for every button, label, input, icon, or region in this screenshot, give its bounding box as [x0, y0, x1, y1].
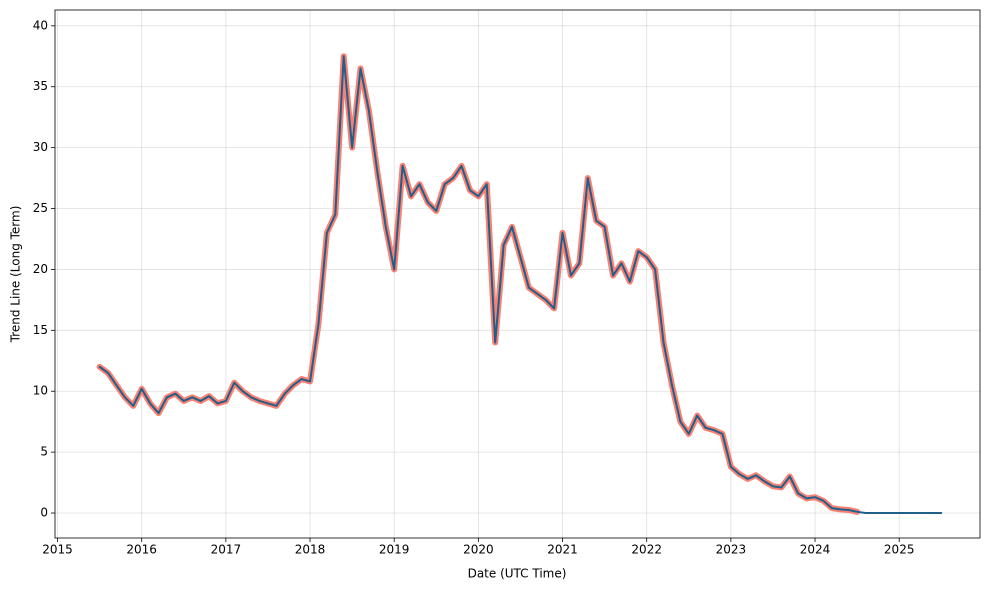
x-axis-label: Date (UTC Time)	[468, 567, 567, 581]
x-tick-label: 2017	[211, 543, 242, 557]
x-tick-label: 2019	[379, 543, 410, 557]
x-tick-label: 2020	[463, 543, 494, 557]
x-tick-label: 2015	[42, 543, 73, 557]
y-tick-label: 35	[33, 79, 48, 93]
y-tick-label: 30	[33, 140, 48, 154]
x-tick-label: 2016	[126, 543, 157, 557]
x-tick-label: 2018	[295, 543, 326, 557]
y-tick-label: 25	[33, 201, 48, 215]
y-axis-label: Trend Line (Long Term)	[9, 206, 23, 344]
x-tick-label: 2023	[716, 543, 747, 557]
y-tick-label: 15	[33, 323, 48, 337]
y-tick-label: 40	[33, 18, 48, 32]
x-tick-label: 2022	[631, 543, 662, 557]
x-tick-label: 2021	[547, 543, 578, 557]
series-line	[98, 55, 943, 515]
y-tick-label: 20	[33, 262, 48, 276]
plot-frame	[54, 9, 981, 539]
y-tick-label: 5	[40, 445, 48, 459]
x-tick-label: 2025	[884, 543, 915, 557]
y-tick-label: 0	[40, 506, 48, 520]
x-tick-label: 2024	[800, 543, 831, 557]
y-tick-label: 10	[33, 384, 48, 398]
